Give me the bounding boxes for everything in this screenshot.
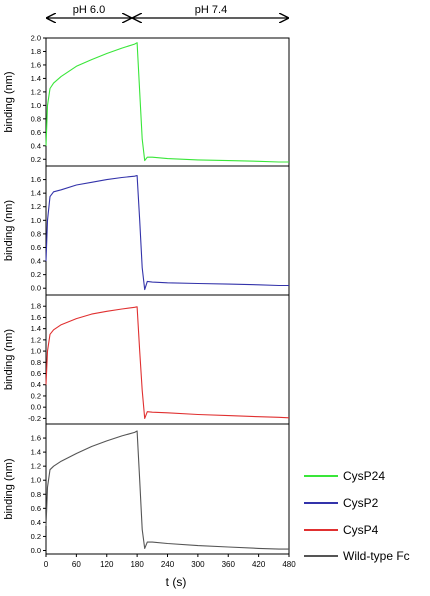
y-tick-label: 0.4	[31, 141, 41, 150]
y-tick-label: 0.4	[31, 518, 41, 527]
y-tick-label: 0.4	[31, 380, 41, 389]
y-tick-label: 1.6	[31, 175, 41, 184]
y-tick-label: 1.6	[31, 313, 41, 322]
legend-label: CysP4	[343, 523, 379, 537]
y-axis-label: binding (nm)	[3, 200, 15, 261]
y-tick-label: 0.8	[31, 490, 41, 499]
panel-3: -0.2 0.0 0.2 0.4 0.6 0.8 1.0 1.2 1.4 1.6 1.8 bindin…	[3, 294, 290, 425]
y-tick-label: 1.4	[31, 74, 41, 83]
y-tick-label: 0.2	[31, 391, 41, 400]
x-tick-label: 360	[222, 560, 236, 569]
y-tick-label: 0.8	[31, 114, 41, 123]
y-tick-label: 1.0	[31, 347, 41, 356]
y-tick-label: 1.4	[31, 448, 41, 457]
series-line	[45, 306, 290, 419]
plot-frame	[45, 165, 290, 296]
y-tick-label: 0.6	[31, 504, 41, 513]
y-tick-label: 1.6	[31, 434, 41, 443]
y-tick-label: 0.6	[31, 128, 41, 137]
panel-1: 0.2 0.4 0.6 0.8 1.0 1.2 1.4 1.6 1.8 2.0 binding (n…	[3, 34, 290, 167]
legend-item: CysP24	[304, 469, 385, 483]
panel-2: 0.0 0.2 0.4 0.6 0.8 1.0 1.2 1.4 1.6 binding (nm)	[3, 165, 290, 296]
legend-label: Wild-type Fc	[343, 549, 410, 563]
plot-frame	[45, 423, 290, 555]
y-tick-label: 0.8	[31, 229, 41, 238]
x-tick-label: 240	[161, 560, 175, 569]
x-tick-label: 300	[191, 560, 205, 569]
y-tick-label: 1.4	[31, 189, 41, 198]
y-tick-label: 1.2	[31, 202, 41, 211]
x-tick-label: 60	[72, 560, 81, 569]
x-tick-label: 420	[252, 560, 266, 569]
series-line	[45, 430, 289, 550]
y-tick-label: 1.2	[31, 335, 41, 344]
legend-label: CysP24	[343, 469, 385, 483]
y-tick-label: 0.0	[31, 284, 41, 293]
y-tick-label: 0.2	[31, 155, 41, 164]
y-tick-label: 0.0	[31, 546, 41, 555]
plot-frame	[45, 37, 290, 167]
panels: 0.2 0.4 0.6 0.8 1.0 1.2 1.4 1.6 1.8 2.0 binding (n…	[3, 34, 296, 570]
series-line	[45, 42, 289, 163]
y-tick-label: 1.6	[31, 60, 41, 69]
ph6-label: pH 6.0	[73, 4, 105, 16]
x-tick-label: 180	[130, 560, 144, 569]
x-tick-label: 0	[44, 560, 49, 569]
y-tick-label: 0.8	[31, 358, 41, 367]
y-tick-label: 1.0	[31, 216, 41, 225]
y-tick-label: 1.8	[31, 47, 41, 56]
y-tick-label: 1.0	[31, 476, 41, 485]
legend-item: CysP2	[304, 496, 379, 510]
y-tick-label: 1.2	[31, 87, 41, 96]
y-tick-label: 1.0	[31, 101, 41, 110]
y-tick-label: 0.6	[31, 243, 41, 252]
x-tick-label: 480	[282, 560, 296, 569]
phase-annotation: pH 6.0 pH 7.4	[47, 4, 288, 18]
y-tick-label: 0.2	[31, 532, 41, 541]
legend-item: Wild-type Fc	[304, 549, 410, 563]
y-tick-label: 2.0	[31, 34, 41, 43]
y-tick-label: -0.2	[28, 414, 41, 423]
legend-item: CysP4	[304, 523, 379, 537]
x-tick-label: 120	[100, 560, 114, 569]
y-tick-label: 1.4	[31, 324, 41, 333]
x-axis-label: t (s)	[166, 575, 187, 589]
y-tick-label: 1.2	[31, 462, 41, 471]
plot-frame	[45, 294, 290, 425]
y-tick-label: 0.6	[31, 369, 41, 378]
y-axis-label: binding (nm)	[3, 329, 15, 390]
y-tick-label: 0.2	[31, 270, 41, 279]
legend-label: CysP2	[343, 496, 379, 510]
legend: CysP24 CysP2 CysP4 Wild-type Fc	[304, 469, 410, 563]
y-tick-label: 0.4	[31, 257, 41, 266]
series-line	[45, 174, 289, 291]
y-axis-label: binding (nm)	[3, 71, 15, 132]
panel-4: 0.0 0.2 0.4 0.6 0.8 1.0 1.2 1.4 1.6 0 60 120 180 240 3…	[3, 423, 296, 569]
y-axis-label: binding (nm)	[3, 458, 15, 519]
ph7-label: pH 7.4	[195, 4, 227, 16]
y-tick-label: 0.0	[31, 403, 41, 412]
y-tick-label: 1.8	[31, 302, 41, 311]
